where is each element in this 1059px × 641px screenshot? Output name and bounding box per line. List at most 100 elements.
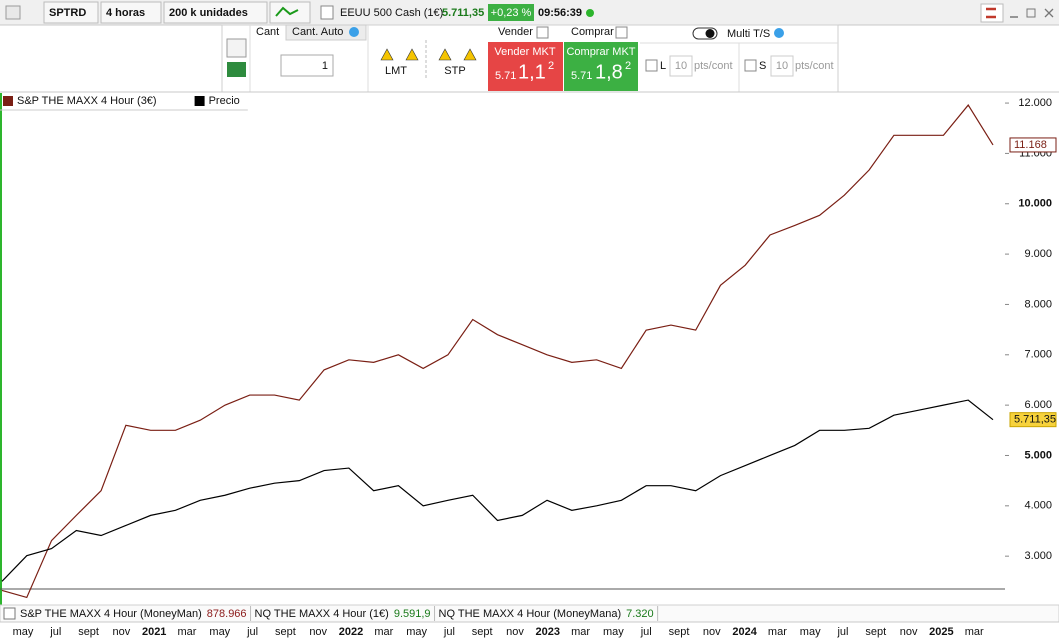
y-tick-label: 8.000 bbox=[1024, 298, 1052, 310]
stp-icon[interactable] bbox=[438, 48, 477, 61]
long-value: 10 bbox=[675, 60, 687, 72]
x-tick-label: 2024 bbox=[732, 626, 757, 638]
info-icon[interactable] bbox=[320, 5, 334, 20]
last-value-label: 5.711,35 bbox=[1014, 414, 1056, 426]
chart-icon[interactable] bbox=[5, 5, 21, 20]
info-icon[interactable] bbox=[536, 26, 549, 39]
x-tick-label: jul bbox=[836, 626, 848, 638]
qty-label: Cant bbox=[256, 26, 279, 38]
y-tick-label: 10.000 bbox=[1018, 198, 1052, 210]
keypad-button[interactable] bbox=[227, 62, 246, 77]
long-unit: pts/cont bbox=[694, 60, 733, 72]
series-line bbox=[1, 104, 994, 599]
toggle-knob bbox=[705, 29, 715, 38]
symbol: SPTRD bbox=[49, 7, 86, 19]
change: +0,23 % bbox=[491, 7, 532, 19]
lmt: LMT bbox=[385, 65, 407, 77]
short-label: S bbox=[759, 60, 766, 72]
series-line bbox=[1, 399, 994, 582]
indicator-name: S&P THE MAXX 4 Hour (MoneyMan) bbox=[20, 608, 202, 620]
y-tick-label: 5.000 bbox=[1024, 449, 1052, 461]
sell-label: Vender bbox=[498, 26, 533, 38]
legend-swatch bbox=[194, 96, 205, 106]
help-icon[interactable] bbox=[774, 28, 784, 38]
x-tick-label: sept bbox=[865, 626, 886, 638]
auto-tab[interactable] bbox=[285, 24, 367, 41]
buy-title: Comprar MKT bbox=[566, 46, 635, 58]
buy-main: 1,8 bbox=[595, 61, 623, 83]
symbol-button[interactable] bbox=[43, 1, 99, 24]
units: 200 k unidades bbox=[169, 7, 248, 19]
x-tick-label: 2023 bbox=[536, 626, 560, 638]
qty-input[interactable] bbox=[280, 54, 334, 77]
indicator-name: NQ THE MAXX 4 Hour (1€) bbox=[255, 608, 389, 620]
y-tick-label: 4.000 bbox=[1024, 500, 1052, 512]
x-tick-label: sept bbox=[472, 626, 493, 638]
qty: 1 bbox=[322, 60, 328, 72]
x-tick-label: nov bbox=[703, 626, 721, 638]
maximize[interactable] bbox=[1026, 8, 1036, 18]
last-value-label: 11.168 bbox=[1014, 139, 1047, 151]
indicator-icon bbox=[3, 607, 16, 620]
x-tick-label: may bbox=[800, 626, 821, 638]
x-tick-label: nov bbox=[113, 626, 131, 638]
indicator-value: 878.966 bbox=[207, 608, 247, 620]
y-tick-label: 3.000 bbox=[1024, 550, 1052, 562]
status-dot bbox=[586, 9, 594, 17]
x-tick-label: sept bbox=[669, 626, 690, 638]
chart-style-icon bbox=[275, 6, 299, 17]
x-tick-label: jul bbox=[246, 626, 258, 638]
x-tick-label: 2025 bbox=[929, 626, 953, 638]
sell-prefix: 5.71 bbox=[495, 70, 516, 82]
indicator-name: NQ THE MAXX 4 Hour (MoneyMana) bbox=[439, 608, 622, 620]
refresh-icon bbox=[986, 7, 996, 19]
units-button[interactable] bbox=[163, 1, 268, 24]
x-tick-label: nov bbox=[506, 626, 524, 638]
timeframe-button[interactable] bbox=[100, 1, 162, 24]
change-badge bbox=[488, 4, 534, 21]
x-tick-label: nov bbox=[309, 626, 327, 638]
y-tick-label: 12.000 bbox=[1018, 97, 1052, 109]
x-tick-label: may bbox=[13, 626, 34, 638]
sell-button[interactable] bbox=[488, 42, 563, 91]
close[interactable] bbox=[1044, 8, 1054, 18]
last-value-box bbox=[1009, 412, 1057, 428]
chart-style-button[interactable] bbox=[269, 1, 311, 24]
info-icon[interactable] bbox=[615, 26, 628, 39]
long-input[interactable] bbox=[669, 55, 693, 77]
legend-label: S&P THE MAXX 4 Hour (3€) bbox=[17, 95, 157, 107]
instrument: EEUU 500 Cash (1€) bbox=[340, 7, 443, 19]
short-input[interactable] bbox=[770, 55, 794, 77]
short-value: 10 bbox=[776, 60, 788, 72]
x-tick-label: mar bbox=[571, 626, 590, 638]
help-icon[interactable] bbox=[349, 27, 359, 37]
y-tick-label: 7.000 bbox=[1024, 349, 1052, 361]
time: 09:56:39 bbox=[538, 7, 582, 19]
long-checkbox[interactable] bbox=[645, 59, 658, 72]
timeframe: 4 horas bbox=[106, 7, 145, 19]
x-tick-label: sept bbox=[275, 626, 296, 638]
stp: STP bbox=[444, 65, 465, 77]
auto-tab-label: Cant. Auto bbox=[292, 26, 343, 38]
x-tick-label: jul bbox=[443, 626, 455, 638]
indicator-value: 7.320 bbox=[626, 608, 654, 620]
legend-swatch bbox=[3, 96, 13, 106]
x-tick-label: mar bbox=[965, 626, 984, 638]
x-tick-label: 2022 bbox=[339, 626, 363, 638]
short-checkbox[interactable] bbox=[744, 59, 757, 72]
buy-sup: 2 bbox=[625, 60, 631, 72]
x-tick-label: may bbox=[209, 626, 230, 638]
price: 5.711,35 bbox=[442, 7, 484, 19]
x-tick-label: jul bbox=[49, 626, 61, 638]
buy-button[interactable] bbox=[564, 42, 638, 91]
x-tick-label: nov bbox=[900, 626, 918, 638]
short-unit: pts/cont bbox=[795, 60, 834, 72]
x-tick-label: sept bbox=[78, 626, 99, 638]
refresh-button[interactable] bbox=[980, 3, 1004, 23]
buy-prefix: 5.71 bbox=[571, 70, 592, 82]
sell-main: 1,1 bbox=[518, 61, 546, 83]
x-tick-label: may bbox=[406, 626, 427, 638]
lmt-icon[interactable] bbox=[380, 48, 419, 61]
last-value-box bbox=[1009, 137, 1057, 153]
settings-button[interactable] bbox=[226, 38, 247, 58]
